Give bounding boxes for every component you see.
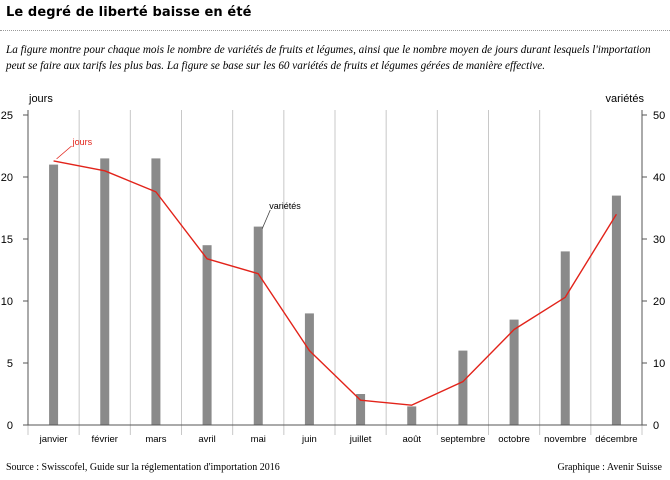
x-axis-tick-label: juillet — [349, 434, 372, 445]
x-axis-tick-label: mars — [145, 434, 166, 445]
bars-layer — [49, 158, 621, 425]
variety-bar — [304, 313, 314, 425]
x-axis-tick-label: juin — [301, 434, 317, 445]
grid-layer — [27, 110, 643, 435]
days-line — [53, 160, 618, 406]
x-axis-tick-label: janvier — [39, 434, 68, 445]
x-axis-tick-label: septembre — [440, 434, 485, 445]
left-axis-tick-label: 10 — [1, 296, 13, 308]
chart-title: Le degré de liberté baisse en été — [6, 5, 252, 20]
left-axis-tick-label: 25 — [1, 110, 13, 122]
left-axis-tick-label: 5 — [7, 358, 13, 370]
variety-bar — [611, 195, 621, 425]
days-label-leader — [56, 145, 72, 160]
varieties-series-label: variétés — [269, 201, 301, 211]
x-axis-tick-label: août — [403, 434, 422, 445]
variety-bar — [151, 158, 161, 425]
x-axis-tick-label: octobre — [498, 434, 530, 445]
right-axis-label: variétés — [605, 93, 644, 105]
right-axis-tick-label: 40 — [653, 172, 665, 184]
right-axis-tick-label: 50 — [653, 110, 665, 122]
x-axis-tick-label: novembre — [544, 434, 586, 445]
graphic-credit: Graphique : Avenir Suisse — [557, 462, 662, 473]
x-axis-tick-label: mai — [251, 434, 266, 445]
right-axis-tick-label: 30 — [653, 234, 665, 246]
left-axis-tick-label: 0 — [7, 420, 13, 432]
variety-bar — [356, 394, 366, 425]
variety-bar — [509, 319, 519, 425]
title-divider — [0, 30, 670, 31]
variety-bar — [49, 164, 59, 425]
variety-bar — [407, 406, 417, 425]
labels-layer: janvier février mars avril mai juin juillet aoû… — [39, 137, 638, 445]
axes-layer: 0 5 10 15 20 25 0 10 20 30 40 50 — [1, 110, 665, 432]
x-axis-tick-label: février — [92, 434, 118, 445]
variety-bar — [100, 158, 110, 425]
right-axis-tick-label: 20 — [653, 296, 665, 308]
right-axis-tick-label: 0 — [653, 420, 659, 432]
variety-bar — [458, 350, 468, 425]
variety-bar — [253, 226, 263, 425]
left-axis-tick-label: 15 — [1, 234, 13, 246]
variety-bar — [560, 251, 570, 425]
right-axis-tick-label: 10 — [653, 358, 665, 370]
chart-subtitle: La figure montre pour chaque mois le nom… — [6, 44, 651, 72]
x-axis-tick-label: avril — [198, 434, 215, 445]
source-note: Source : Swisscofel, Guide sur la réglem… — [6, 462, 280, 473]
left-axis-label: jours — [29, 93, 53, 105]
varieties-label-leader — [261, 209, 271, 229]
left-axis-tick-label: 20 — [1, 172, 13, 184]
line-layer — [53, 160, 618, 406]
x-axis-tick-label: décembre — [595, 434, 637, 445]
variety-bar — [202, 245, 212, 425]
days-series-label: jours — [72, 137, 93, 147]
